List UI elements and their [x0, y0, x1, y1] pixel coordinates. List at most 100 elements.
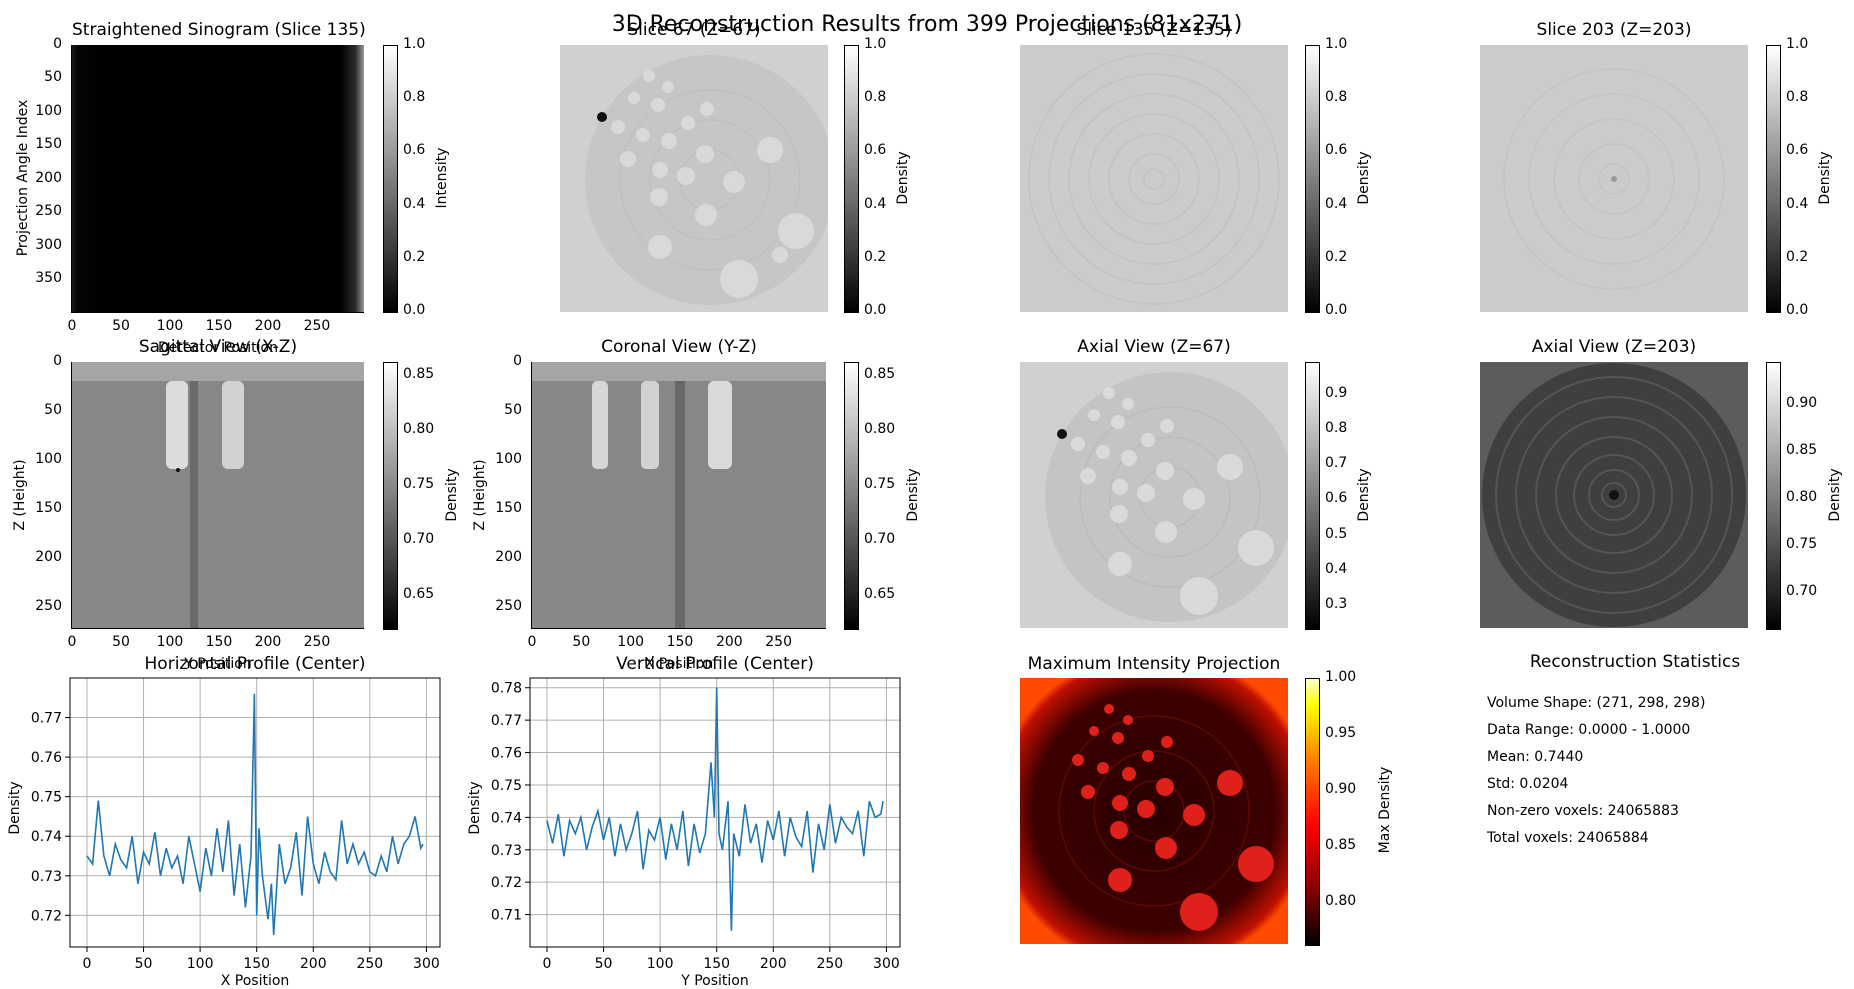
sinogram-x-tick-label: 0 [67, 318, 77, 334]
sinogram-y-tick-label: 0 [53, 36, 62, 52]
slice135-cbar-tick: 0.6 [1325, 142, 1348, 159]
sagittal-y-tick-label: 100 [35, 451, 62, 468]
coronal-x-axis [531, 628, 826, 629]
axial203-cbar-tick: 0.70 [1786, 583, 1818, 600]
axial67-cbar-tick: 0.3 [1325, 596, 1348, 613]
slice67-cbar-tick: 0.0 [864, 302, 887, 318]
sinogram-cbar-tick: 0.6 [403, 142, 426, 159]
coronal-x-tick-label: 250 [765, 634, 792, 650]
sinogram-cbar-tick: 1.0 [403, 36, 426, 52]
vprofile-ytick-label: 0.78 [491, 681, 522, 697]
mip-projection [1020, 678, 1288, 944]
axial67-cbar-tick: 0.4 [1325, 560, 1348, 577]
hprofile-ytick-label: 0.73 [31, 869, 62, 885]
hprofile-ylabel: Density [7, 781, 23, 835]
slice203-cbar-tick: 1.0 [1786, 36, 1809, 52]
sinogram-cbar-label: Intensity [434, 147, 450, 209]
slice203-rings [1480, 45, 1748, 312]
slice67-cbar-tick: 1.0 [864, 36, 887, 52]
sagittal-xlabel: Y Position [184, 656, 252, 672]
axial67-image [1020, 362, 1288, 628]
vprofile-xtick-label: 250 [816, 956, 843, 972]
axial67-cbar-tick: 0.9 [1325, 384, 1348, 401]
sagittal-cbar-label: Density [444, 468, 460, 522]
slice135-cbar-tick: 1.0 [1325, 36, 1348, 52]
slice203-title: Slice 203 (Z=203) [1536, 20, 1692, 40]
vprofile-xtick-label: 300 [873, 956, 900, 972]
hprofile-frame [69, 677, 441, 948]
axial203-colorbar [1766, 362, 1781, 630]
hprofile-ytick-label: 0.75 [31, 790, 62, 806]
slice203-cbar-label: Density [1817, 151, 1833, 205]
sinogram-y-tick-label: 150 [35, 136, 62, 153]
sagittal-colorbar [383, 362, 398, 630]
coronal-y-tick-label: 250 [495, 598, 522, 615]
hprofile-ytick-label: 0.74 [31, 829, 62, 845]
slice67-colorbar [844, 45, 859, 313]
sagittal-y-tick-label: 0 [53, 353, 62, 369]
sagittal-y-tick-label: 150 [35, 500, 62, 517]
slice135-rings [1020, 45, 1288, 312]
slice67-cbar-tick: 0.6 [864, 142, 887, 159]
sinogram-cbar-tick: 0.2 [403, 248, 426, 265]
axial67-cbar-label: Density [1356, 468, 1372, 522]
mip-cbar-tick: 0.85 [1325, 836, 1357, 853]
hprofile-xtick-label: 300 [413, 956, 440, 972]
slice203-cbar-tick: 0.6 [1786, 142, 1809, 159]
sagittal-y-axis [71, 362, 72, 628]
mip-cbar-tick: 0.90 [1325, 780, 1357, 797]
slice135-image [1020, 45, 1288, 312]
sinogram-y-tick-label: 350 [35, 270, 62, 287]
coronal-x-tick-label: 100 [617, 634, 645, 650]
stats-line: Total voxels: 24065884 [1487, 830, 1649, 846]
vprofile-xlabel: Y Position [681, 973, 749, 989]
coronal-x-tick-label: 0 [527, 634, 537, 650]
mip-title: Maximum Intensity Projection [1027, 654, 1281, 674]
slice203-cbar-tick: 0.0 [1786, 302, 1809, 318]
slice135-cbar-tick: 0.0 [1325, 302, 1348, 318]
hprofile-xtick-label: 250 [356, 956, 383, 972]
hprofile-xtick-label: 200 [300, 956, 327, 972]
mip-cbar-tick: 0.95 [1325, 724, 1357, 741]
slice67-image [560, 45, 828, 312]
vprofile-ytick-label: 0.75 [491, 778, 522, 794]
sagittal-x-tick-label: 200 [254, 634, 282, 650]
sagittal-x-tick-label: 50 [112, 634, 130, 650]
vprofile-xtick-label: 200 [760, 956, 787, 972]
coronal-y-axis [531, 362, 532, 628]
sinogram-image [72, 45, 364, 312]
mip-cbar-tick: 0.80 [1325, 892, 1357, 909]
hprofile-xtick-label: 0 [83, 956, 92, 972]
sinogram-x-axis [71, 312, 364, 313]
vprofile-xtick-label: 150 [703, 956, 730, 972]
coronal-volume [532, 362, 826, 628]
axial203-rings [1480, 362, 1748, 628]
vprofile-ylabel: Density [467, 781, 483, 835]
sinogram-y-tick-label: 100 [35, 102, 62, 119]
vprofile-ytick-label: 0.73 [491, 843, 522, 859]
coronal-cbar-tick: 0.80 [864, 421, 896, 438]
coronal-title: Coronal View (Y-Z) [601, 337, 757, 357]
coronal-y-tick-label: 50 [504, 402, 522, 419]
sagittal-x-tick-label: 250 [303, 634, 331, 650]
sinogram-x-tick-label: 150 [205, 318, 233, 334]
sinogram-x-tick-label: 100 [156, 318, 184, 334]
sagittal-x-axis [71, 628, 364, 629]
hprofile-xtick-label: 50 [135, 956, 153, 972]
slice67-title: Slice 67 (Z=67) [627, 20, 761, 40]
axial203-cbar-tick: 0.85 [1786, 442, 1818, 459]
coronal-y-tick-label: 0 [513, 353, 522, 369]
stats-title: Reconstruction Statistics [1529, 652, 1741, 672]
slice203-image [1480, 45, 1748, 312]
hprofile-ytick-label: 0.77 [31, 711, 62, 727]
axial203-title: Axial View (Z=203) [1531, 337, 1697, 357]
vprofile-ytick-label: 0.74 [491, 810, 522, 826]
hprofile-xlabel: X Position [220, 973, 290, 989]
sagittal-cbar-tick: 0.85 [403, 366, 435, 383]
slice135-cbar-label: Density [1356, 151, 1372, 205]
axial203-cbar-tick: 0.80 [1786, 489, 1818, 506]
axial67-colorbar [1305, 362, 1320, 630]
stats-line: Data Range: 0.0000 - 1.0000 [1487, 722, 1691, 738]
sinogram-x-tick-label: 200 [254, 318, 282, 334]
sinogram-xlabel: Detector Position [158, 340, 278, 356]
